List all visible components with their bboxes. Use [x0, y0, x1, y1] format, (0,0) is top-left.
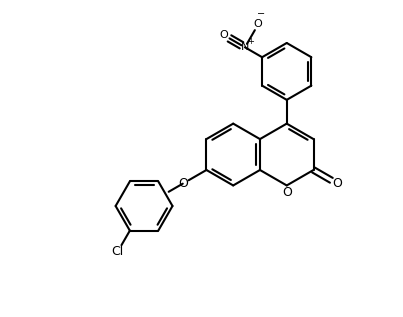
Text: O: O — [332, 177, 342, 190]
Text: O: O — [178, 177, 188, 190]
Text: O: O — [254, 19, 263, 29]
Text: O: O — [282, 186, 292, 199]
Text: +: + — [247, 37, 254, 46]
Text: −: − — [257, 10, 265, 19]
Text: O: O — [220, 30, 229, 40]
Text: Cl: Cl — [112, 245, 124, 258]
Text: N: N — [241, 42, 249, 52]
